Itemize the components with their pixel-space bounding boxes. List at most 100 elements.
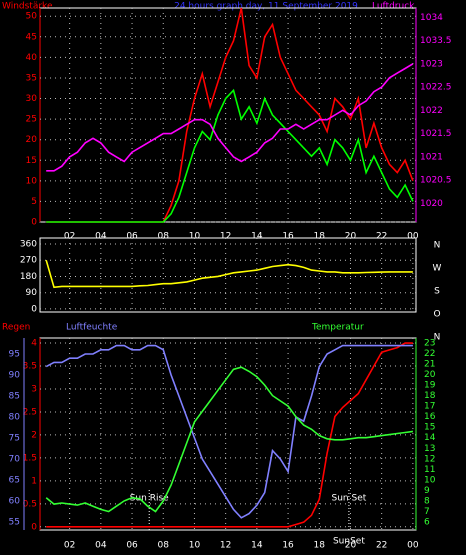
x-tick-label: 06 (126, 541, 138, 551)
y2-tick-label: 23 (424, 338, 435, 348)
y-tick-label: 50 (26, 12, 38, 22)
y-tick-label: 30 (26, 94, 38, 104)
humidity-label: Luftfeuchte (66, 323, 118, 333)
x-tick-label: 12 (220, 541, 231, 551)
y-tick-label: 40 (26, 53, 38, 63)
y-tick-label: 3.5 (23, 362, 37, 372)
y2-tick-label: 15 (424, 423, 435, 433)
x-tick-label: 04 (95, 541, 107, 551)
y2-tick-label: 12 (424, 454, 435, 464)
y3-tick-label: 85 (9, 391, 20, 401)
x-tick-label: 16 (282, 541, 294, 551)
x-tick-label: 08 (158, 232, 170, 242)
series-line (45, 259, 413, 289)
y3-tick-label: 55 (9, 518, 20, 528)
y2-tick-label: 18 (424, 391, 436, 401)
y2-tick-label: 14 (424, 433, 436, 443)
y2-tick-label: 1021.5 (420, 129, 452, 139)
pressure-label: Luftdruck (372, 2, 415, 12)
y2-tick-label: 1020.5 (420, 176, 452, 186)
x-tick-label: 12 (220, 232, 231, 242)
y-tick-label: 0 (31, 522, 37, 532)
compass-label: O (433, 310, 440, 320)
y-tick-label: 360 (20, 239, 37, 249)
x-tick-label: 20 (345, 232, 357, 242)
y3-tick-label: 80 (9, 412, 21, 422)
series-line (46, 63, 414, 172)
y2-tick-label: 1023 (420, 59, 443, 69)
x-tick-label: 00 (407, 541, 419, 551)
rain-label: Regen (2, 323, 30, 333)
x-tick-label: 04 (95, 232, 107, 242)
y2-tick-label: 10 (424, 475, 436, 485)
y2-tick-label: 1022.5 (420, 83, 452, 93)
y2-tick-label: 13 (424, 444, 435, 454)
x-tick-label: 14 (251, 232, 263, 242)
x-tick-label: 20 (345, 541, 357, 551)
annotation: SunSet (333, 537, 365, 547)
y2-tick-label: 1034 (420, 13, 443, 23)
y2-tick-label: 9 (424, 486, 430, 496)
temperature-label: Temperatur (311, 323, 364, 333)
y3-tick-label: 65 (9, 476, 20, 486)
x-tick-label: 14 (251, 541, 263, 551)
x-tick-label: 18 (314, 232, 326, 242)
x-tick-label: 22 (376, 541, 387, 551)
compass-label: N (434, 241, 441, 251)
x-tick-label: 10 (189, 541, 201, 551)
series-line (46, 342, 413, 528)
y-tick-label: 25 (26, 115, 37, 125)
y2-tick-label: 6 (424, 517, 430, 527)
y2-tick-label: 8 (424, 496, 430, 506)
x-tick-label: 18 (314, 541, 326, 551)
series-line (46, 88, 414, 223)
series-line (45, 344, 413, 519)
y-tick-label: 2.5 (23, 407, 37, 417)
y-tick-label: 1 (31, 476, 37, 486)
y2-tick-label: 22 (424, 349, 435, 359)
x-tick-label: 16 (282, 232, 294, 242)
series-line (45, 366, 414, 513)
y-tick-label: 20 (26, 135, 38, 145)
y-tick-label: 5 (31, 197, 37, 207)
y2-tick-label: 17 (424, 402, 435, 412)
x-tick-label: 02 (64, 541, 75, 551)
y2-tick-label: 1022 (420, 106, 443, 116)
chart-title: 24 hours graph day, 11 September 2019 (174, 2, 358, 12)
y2-tick-label: 11 (424, 465, 435, 475)
x-tick-label: 08 (158, 541, 170, 551)
y3-tick-label: 95 (9, 349, 20, 359)
y2-tick-label: 16 (424, 412, 436, 422)
y-tick-label: 0 (31, 304, 37, 314)
y3-tick-label: 75 (9, 433, 20, 443)
compass-label: S (434, 287, 440, 297)
compass-label: N (434, 333, 441, 343)
x-tick-label: 00 (407, 232, 419, 242)
y-tick-label: 35 (26, 73, 37, 83)
compass-label: W (433, 264, 442, 274)
y2-tick-label: 1033.5 (420, 36, 452, 46)
y2-tick-label: 1020 (420, 199, 443, 209)
y2-tick-label: 7 (424, 507, 430, 517)
x-tick-label: 06 (126, 232, 138, 242)
y2-tick-label: 19 (424, 381, 436, 391)
y-tick-label: 45 (26, 32, 37, 42)
y-tick-label: 0.5 (23, 499, 37, 509)
y3-tick-label: 60 (9, 497, 21, 507)
y-tick-label: 180 (20, 272, 37, 282)
x-tick-label: 02 (64, 232, 75, 242)
y-tick-label: 270 (20, 256, 37, 266)
y-tick-label: 0 (31, 218, 37, 228)
y2-tick-label: 21 (424, 360, 435, 370)
annotation: Sun Rise (130, 494, 169, 504)
y2-tick-label: 1021 (420, 152, 443, 162)
y-tick-label: 3 (31, 384, 37, 394)
y-tick-label: 4 (31, 339, 37, 349)
y3-tick-label: 90 (9, 370, 21, 380)
y-tick-label: 90 (26, 288, 38, 298)
x-tick-label: 22 (376, 232, 387, 242)
y-tick-label: 2 (31, 430, 37, 440)
x-tick-label: 10 (189, 232, 201, 242)
